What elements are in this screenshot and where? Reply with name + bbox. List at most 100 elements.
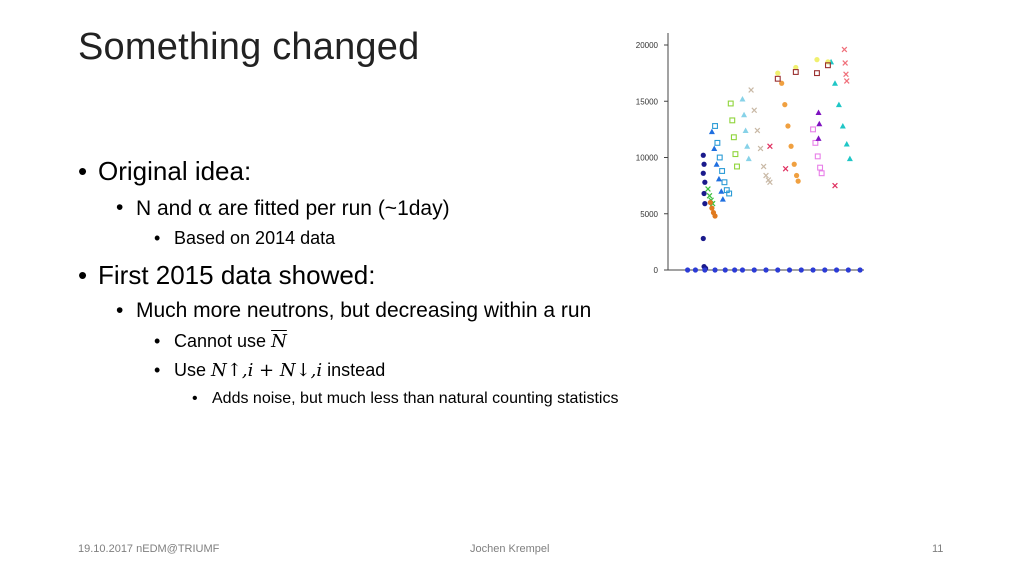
data-point xyxy=(718,188,725,194)
data-point xyxy=(742,127,749,133)
bullet-2015-data: • First 2015 data showed: xyxy=(78,260,376,291)
bullet-text: Much more neutrons, but decreasing withi… xyxy=(136,299,592,322)
data-point xyxy=(831,80,838,86)
bullet-text: Based on 2014 data xyxy=(174,228,336,248)
data-point xyxy=(845,267,851,273)
data-point xyxy=(763,267,769,273)
y-tick-label: 0 xyxy=(654,266,659,275)
data-point xyxy=(722,267,728,273)
data-point xyxy=(700,235,706,242)
data-point xyxy=(814,57,820,63)
data-point xyxy=(744,143,751,149)
data-point xyxy=(712,123,718,129)
data-point xyxy=(715,175,722,182)
bullet-dot: • xyxy=(78,156,88,186)
data-point xyxy=(721,179,728,186)
level4-bullet-noise: • Adds noise, but much less than natural… xyxy=(192,390,618,408)
data-point xyxy=(791,161,797,167)
data-point xyxy=(713,161,720,167)
data-point xyxy=(782,165,789,172)
data-point xyxy=(818,170,825,177)
bullet-text: N and α are fitted per run (~1day) xyxy=(136,196,450,220)
data-point xyxy=(816,120,823,127)
data-point xyxy=(817,164,824,171)
data-point xyxy=(708,128,715,135)
data-point xyxy=(757,145,764,152)
data-point xyxy=(832,182,838,189)
bullet-dot: • xyxy=(154,228,161,248)
data-point xyxy=(716,154,723,161)
n-sum-formula: N↑,i + N↓,i xyxy=(211,360,323,381)
bullet-dot: • xyxy=(154,331,161,351)
data-point xyxy=(782,102,788,108)
data-point xyxy=(763,172,769,179)
data-point xyxy=(843,78,850,84)
data-point xyxy=(812,139,819,146)
data-point xyxy=(732,267,738,273)
data-point xyxy=(748,87,754,93)
data-point xyxy=(810,126,816,133)
data-point xyxy=(815,135,822,141)
data-point xyxy=(841,46,848,53)
data-point xyxy=(810,267,816,273)
bullet-original-idea: • Original idea: xyxy=(78,156,251,187)
bullet-text: Original idea: xyxy=(98,156,252,186)
data-point xyxy=(705,186,711,192)
subbullet-more-neutrons: • Much more neutrons, but decreasing wit… xyxy=(116,299,591,323)
data-point xyxy=(788,143,794,149)
data-point xyxy=(726,190,733,197)
slide-title: Something changed xyxy=(78,26,420,68)
data-point xyxy=(774,75,781,82)
bullet-dot: • xyxy=(154,360,161,380)
data-point xyxy=(793,64,799,71)
data-point xyxy=(779,80,785,86)
y-tick-label: 20000 xyxy=(636,41,659,50)
data-point xyxy=(741,111,748,118)
data-point xyxy=(751,107,758,114)
data-point xyxy=(824,62,831,69)
data-point xyxy=(814,153,821,160)
data-point xyxy=(727,100,734,107)
data-point xyxy=(843,141,850,147)
data-point xyxy=(701,190,707,197)
y-tick-label: 15000 xyxy=(636,97,659,106)
data-point xyxy=(700,152,706,158)
data-point xyxy=(767,179,773,186)
data-point xyxy=(798,267,804,273)
bullet-text: First 2015 data showed: xyxy=(98,260,376,290)
data-point xyxy=(846,155,853,162)
data-point xyxy=(814,70,820,77)
data-point xyxy=(711,145,718,151)
data-point xyxy=(754,127,761,134)
data-point xyxy=(775,267,781,273)
data-point xyxy=(786,267,793,273)
data-point xyxy=(795,178,801,184)
data-point xyxy=(839,123,846,129)
data-point xyxy=(751,267,757,273)
scatter-chart: 0 5000 10000 15000 20000 xyxy=(636,33,864,275)
data-point xyxy=(793,172,800,179)
data-point xyxy=(732,151,739,158)
bullet-dot: • xyxy=(78,260,88,290)
data-point xyxy=(701,161,707,167)
data-point xyxy=(843,71,849,78)
data-point xyxy=(712,213,718,219)
footer-page-number: 11 xyxy=(932,543,944,555)
data-point xyxy=(792,69,799,75)
bullet-text: Use N↑,i + N↓,i instead xyxy=(174,360,386,381)
bullet-dot: • xyxy=(192,390,198,407)
data-point xyxy=(815,109,822,115)
data-point xyxy=(857,267,863,273)
data-point xyxy=(760,163,767,170)
data-point xyxy=(833,267,840,273)
footer-date: 19.10.2017 nEDM@TRIUMF xyxy=(78,543,220,555)
data-point xyxy=(712,267,718,273)
data-point xyxy=(775,70,781,76)
bullet-dot: • xyxy=(116,196,124,219)
data-point xyxy=(745,155,752,162)
data-point xyxy=(739,267,746,273)
data-point xyxy=(707,199,713,206)
data-point xyxy=(729,117,736,124)
bullet-text: Cannot use N xyxy=(174,331,287,352)
data-point xyxy=(702,179,708,185)
